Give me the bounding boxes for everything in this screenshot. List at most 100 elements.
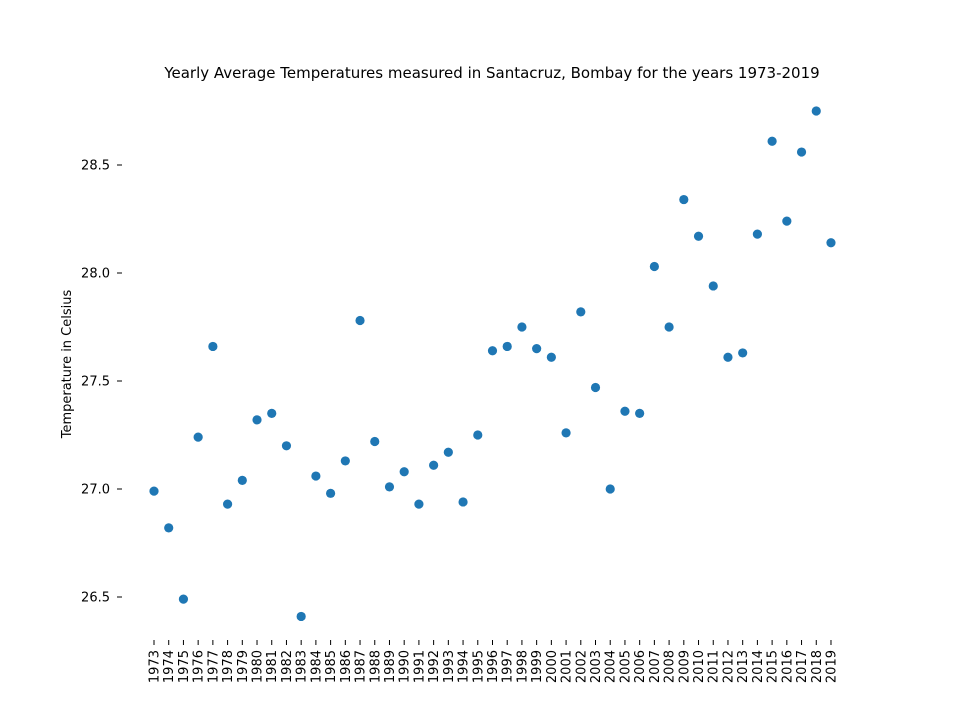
data-point-2014 xyxy=(752,229,762,239)
data-point-2012 xyxy=(723,352,733,362)
data-point-1983 xyxy=(296,611,306,622)
x-tick-label: 1980 xyxy=(251,650,266,683)
data-point-1993 xyxy=(443,447,453,457)
x-tick-label: 2009 xyxy=(677,650,692,683)
data-point-2008 xyxy=(664,322,674,332)
x-tick-label: 1982 xyxy=(280,650,295,683)
data-point-1978 xyxy=(222,499,233,509)
x-tick-label: 2008 xyxy=(663,650,678,683)
data-point-2005 xyxy=(620,406,630,416)
data-point-1998 xyxy=(517,322,527,332)
data-point-1976 xyxy=(193,432,203,442)
y-axis-label: Temperature in Celsius xyxy=(60,290,75,440)
data-point-2019 xyxy=(826,238,836,248)
x-tick-label: 1991 xyxy=(412,650,427,683)
x-tick-label: 1986 xyxy=(339,650,354,683)
data-point-1996 xyxy=(487,346,498,356)
x-tick-label: 1975 xyxy=(177,650,192,683)
x-tick-label: 1990 xyxy=(398,650,413,683)
x-tick-label: 1974 xyxy=(162,650,177,683)
data-points xyxy=(149,106,836,622)
x-tick-label: 1984 xyxy=(309,650,324,683)
data-point-1999 xyxy=(532,344,542,354)
x-tick-label: 2004 xyxy=(604,650,619,683)
data-point-1981 xyxy=(267,408,277,418)
x-tick-label: 1976 xyxy=(192,650,207,683)
x-tick-label: 2012 xyxy=(721,650,736,683)
x-tick-label: 2017 xyxy=(795,650,810,683)
y-axis-ticks: 26.5 27.0 27.5 28.0 28.5 xyxy=(81,159,122,606)
y-tick-label: 28.5 xyxy=(81,159,110,174)
y-tick-label: 27.0 xyxy=(81,483,110,498)
data-point-2001 xyxy=(561,428,571,438)
data-point-1977 xyxy=(208,341,218,352)
x-tick-label: 2019 xyxy=(824,650,839,683)
data-point-1973 xyxy=(149,486,159,496)
x-tick-label: 2018 xyxy=(810,650,825,683)
data-point-1988 xyxy=(370,436,380,447)
x-tick-label: 2005 xyxy=(618,650,633,683)
data-point-2009 xyxy=(679,194,689,205)
x-tick-label: 2015 xyxy=(766,650,781,683)
x-tick-label: 2016 xyxy=(780,650,795,683)
data-point-1995 xyxy=(473,430,483,440)
data-point-2011 xyxy=(708,281,718,291)
data-point-2004 xyxy=(605,484,615,494)
x-tick-label: 2011 xyxy=(707,650,722,683)
data-point-2000 xyxy=(546,352,556,362)
x-tick-label: 1981 xyxy=(265,650,280,683)
x-tick-label: 1985 xyxy=(324,650,339,683)
data-point-2010 xyxy=(693,231,704,241)
x-tick-label: 1998 xyxy=(515,650,530,683)
data-point-2003 xyxy=(590,382,601,393)
x-tick-label: 2003 xyxy=(589,650,604,683)
data-point-2016 xyxy=(782,216,792,226)
x-tick-label: 2010 xyxy=(692,650,707,683)
data-point-2002 xyxy=(576,307,586,317)
data-point-2007 xyxy=(649,261,659,272)
x-tick-label: 1983 xyxy=(295,650,310,683)
x-tick-label: 1992 xyxy=(427,650,442,683)
y-tick-label: 26.5 xyxy=(81,591,110,606)
data-point-1975 xyxy=(178,594,189,604)
x-tick-label: 1999 xyxy=(530,650,545,683)
data-point-1982 xyxy=(281,441,292,451)
x-tick-label: 1978 xyxy=(221,650,236,683)
data-point-2013 xyxy=(738,348,748,358)
x-tick-label: 2000 xyxy=(545,650,560,683)
chart-title: Yearly Average Temperatures measured in … xyxy=(163,64,819,82)
x-tick-label: 1995 xyxy=(471,650,486,683)
x-tick-label: 1996 xyxy=(486,650,501,683)
data-point-2006 xyxy=(635,408,645,418)
data-point-1992 xyxy=(429,460,439,470)
x-axis-ticks: 1973 1974 1975 1976 1977 1978 1979 1980 1981 1982… xyxy=(148,640,839,683)
x-tick-label: 1977 xyxy=(206,650,221,683)
data-point-1985 xyxy=(326,488,336,498)
data-point-1984 xyxy=(311,471,321,481)
x-tick-label: 1997 xyxy=(501,650,516,683)
x-tick-label: 1988 xyxy=(368,650,383,683)
data-point-1994 xyxy=(458,497,468,507)
x-tick-label: 2007 xyxy=(648,650,663,683)
x-tick-label: 1993 xyxy=(442,650,457,683)
data-point-1980 xyxy=(252,415,262,425)
x-tick-label: 2001 xyxy=(560,650,575,683)
data-point-1990 xyxy=(399,467,409,477)
x-tick-label: 2014 xyxy=(751,650,766,683)
x-tick-label: 1987 xyxy=(354,650,369,683)
x-tick-label: 1973 xyxy=(148,650,163,683)
x-tick-label: 2006 xyxy=(633,650,648,683)
x-tick-label: 1979 xyxy=(236,650,251,683)
data-point-1991 xyxy=(414,499,424,509)
data-point-2018 xyxy=(811,106,821,116)
x-tick-label: 2002 xyxy=(574,650,589,683)
data-point-2017 xyxy=(796,147,807,157)
data-point-1989 xyxy=(384,482,395,492)
data-point-2015 xyxy=(767,136,777,146)
y-tick-label: 28.0 xyxy=(81,267,110,282)
x-tick-label: 1994 xyxy=(457,650,472,683)
y-tick-label: 27.5 xyxy=(81,375,110,390)
data-point-1997 xyxy=(502,341,512,352)
